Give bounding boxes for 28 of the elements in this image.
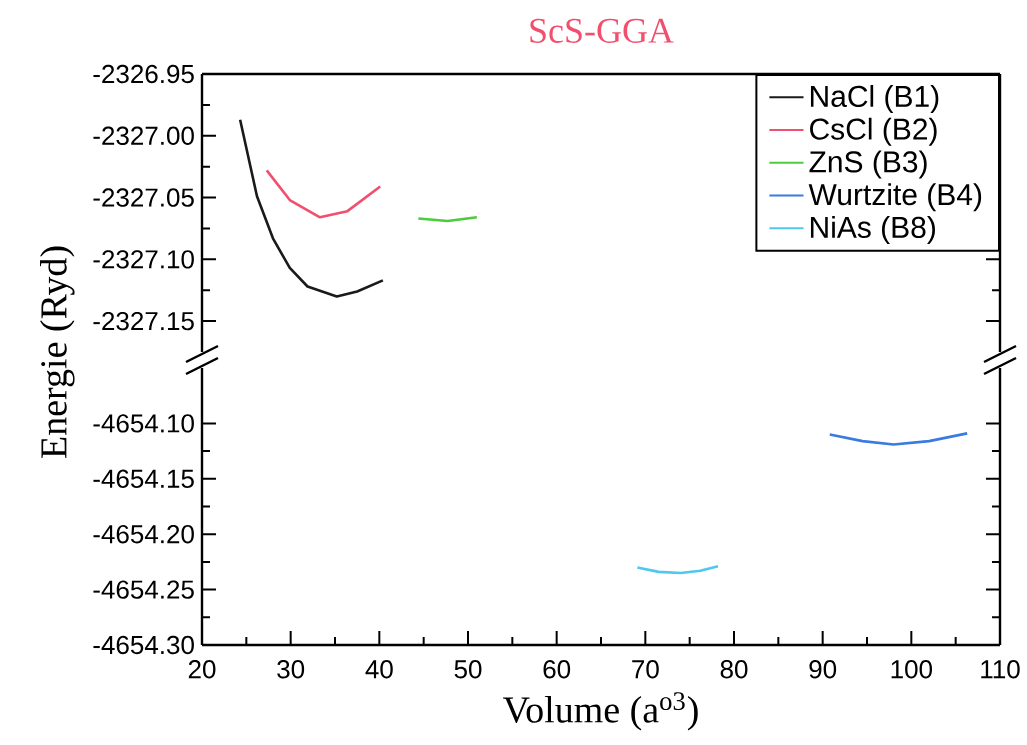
x-tick-label: 20: [188, 660, 216, 679]
legend-label: NaCl (B1): [810, 84, 939, 113]
text: Wurtzite (B4): [808, 183, 982, 212]
chart-title: ScS-GGA: [530, 18, 674, 43]
y-tick-label: -4654.20: [93, 524, 194, 544]
x-tick-label: 100: [891, 660, 933, 679]
y-tick-label: -2327.15: [93, 311, 194, 331]
x-tick-label: 60: [543, 660, 571, 679]
x-tick-label: 90: [809, 660, 837, 679]
x-axis-title: Volume (a$^{o3}$): [503, 692, 698, 731]
y-axis-title: Energie (Ryd): [40, 246, 75, 458]
x-tick-label: 40: [365, 660, 393, 679]
x-tick-label: 30: [277, 660, 305, 679]
y-tick-label: -2327.10: [93, 250, 194, 269]
x-tick-label: 50: [454, 660, 482, 679]
y-tick-label: -2326.95: [93, 64, 194, 84]
y-tick-label: -4654.25: [93, 580, 194, 599]
x-tick-label: 70: [632, 660, 659, 679]
legend-label: ZnS (B3): [809, 150, 927, 179]
x-tick-label: 80: [720, 660, 748, 679]
text: NiAs (B8): [810, 215, 935, 244]
y-tick-label: -2327.00: [93, 126, 194, 145]
y-tick-label: -4654.15: [93, 469, 194, 488]
y-tick-label: -2327.05: [93, 188, 194, 207]
x-tick-label: 110: [981, 660, 1020, 679]
y-tick-label: -4654.10: [93, 414, 194, 433]
legend-label: CsCl (B2): [810, 117, 937, 146]
y-tick-label: -4654.30: [93, 635, 194, 655]
